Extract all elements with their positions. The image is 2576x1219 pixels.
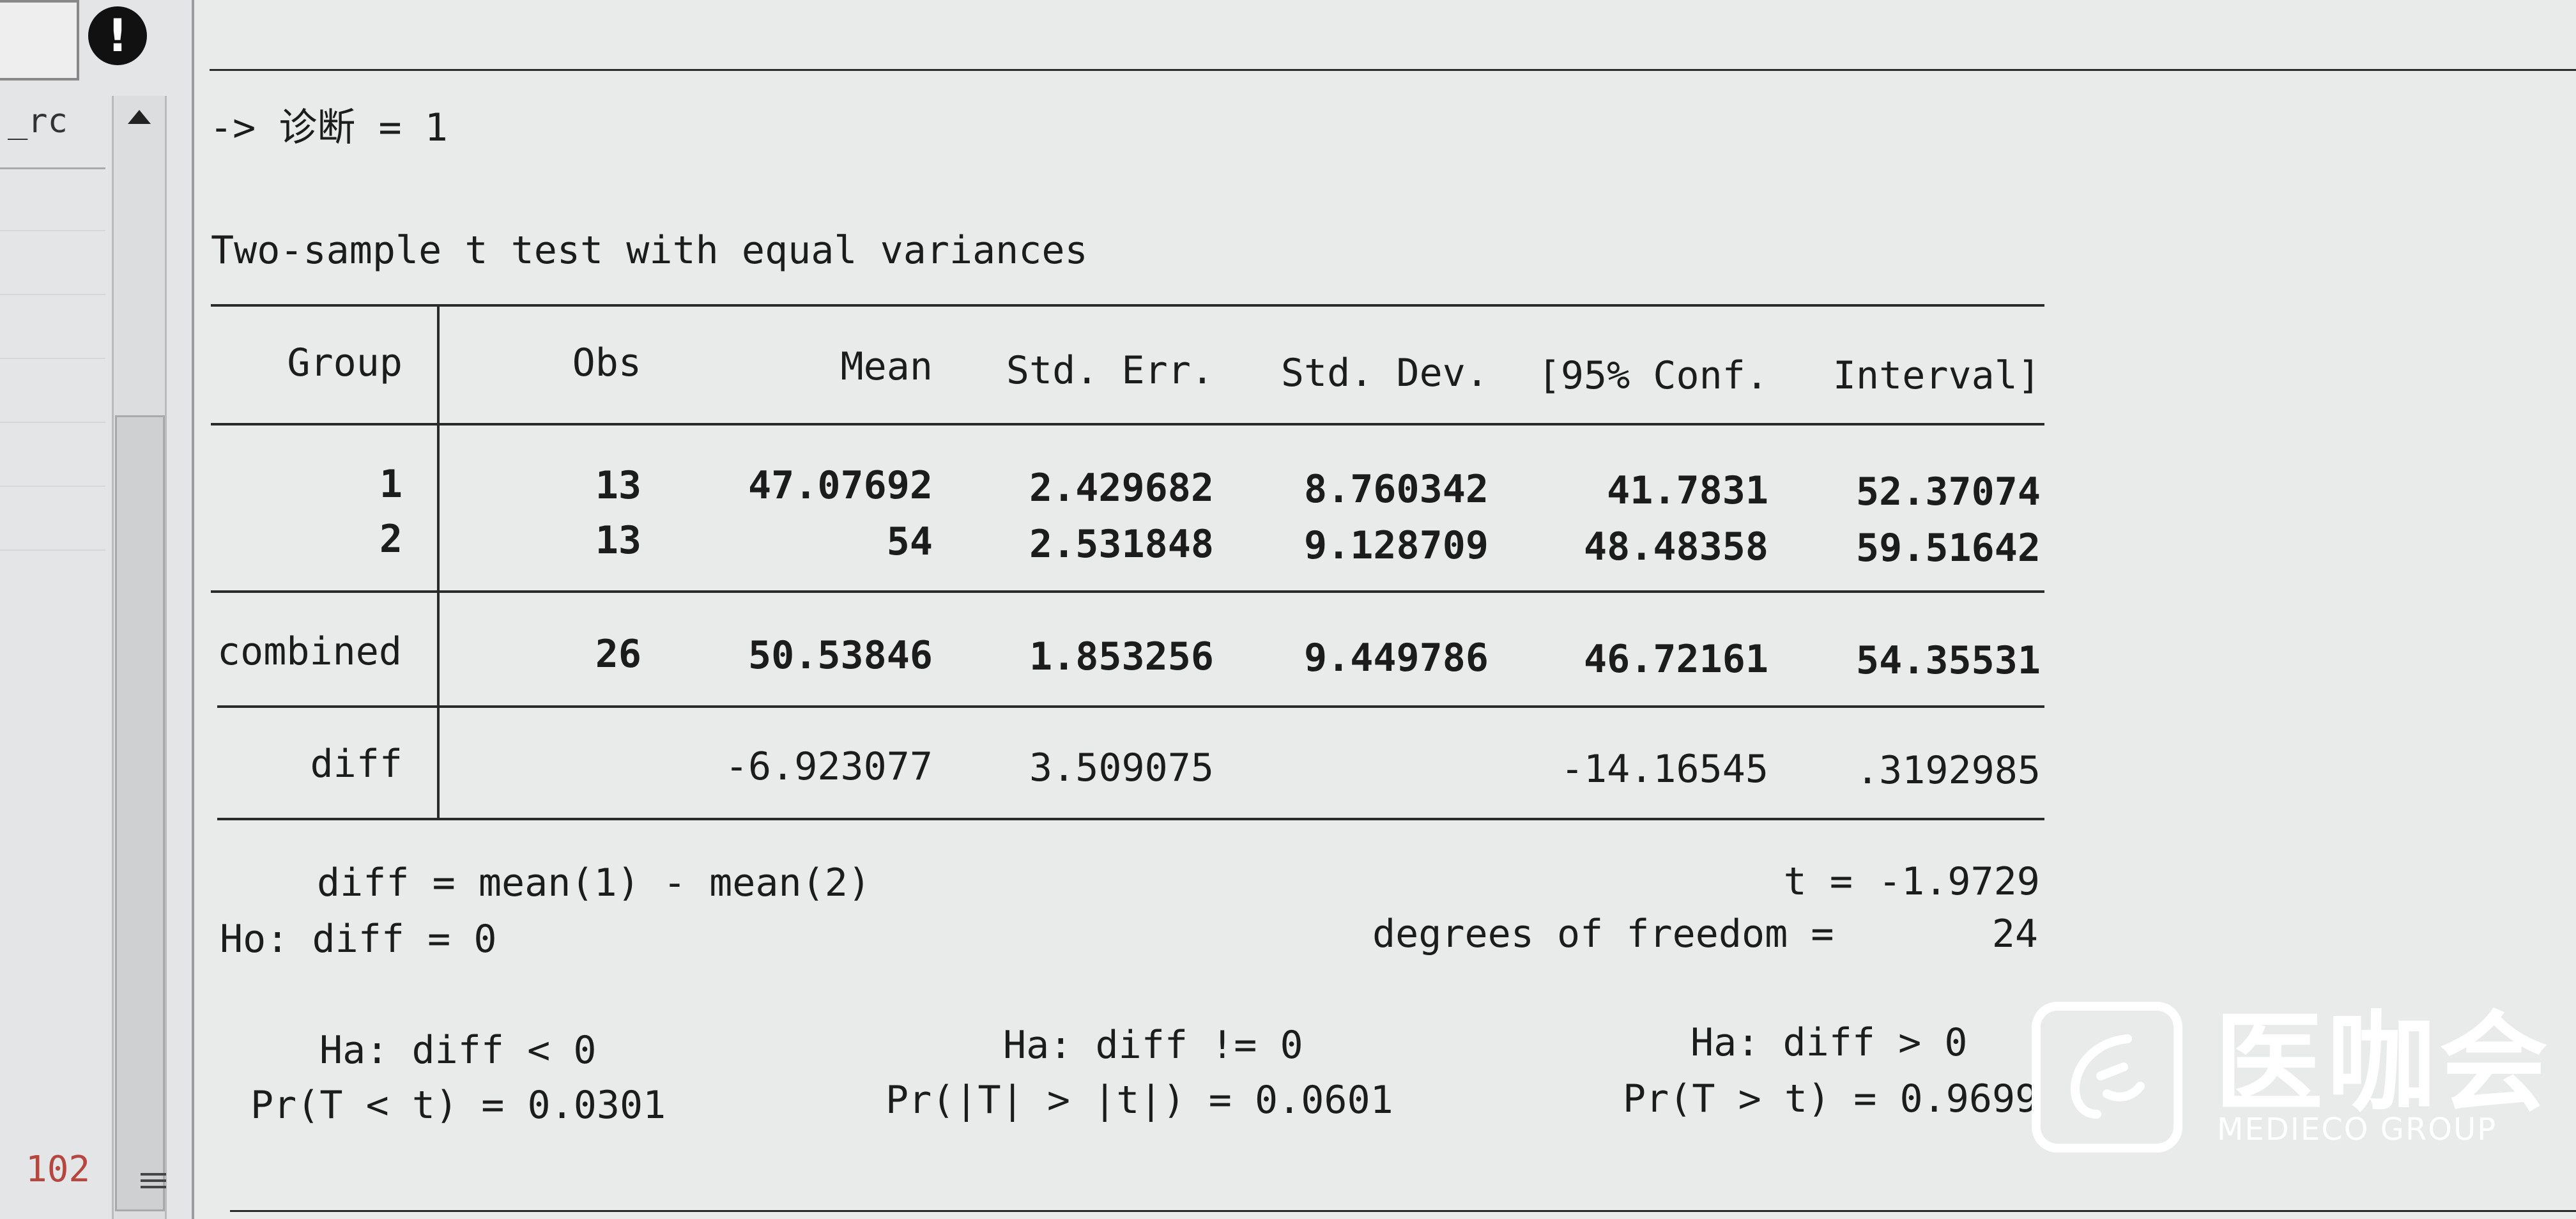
null-hypothesis: Ho: diff = 0 [220, 917, 497, 962]
group-column-divider [437, 304, 440, 820]
combined-mean: 50.53846 [748, 633, 933, 678]
variable-row-line [0, 230, 105, 231]
variable-row-line [0, 358, 105, 359]
bottom-separator [230, 1210, 2576, 1212]
diff-mean: -6.923077 [724, 744, 933, 789]
variable-divider [0, 167, 105, 169]
t-label: t = [1783, 859, 1853, 904]
combined-se: 1.853256 [1029, 634, 1214, 679]
row-2-se: 2.531848 [1029, 522, 1214, 567]
watermark-english-name: MEDIECO GROUP [2217, 1112, 2497, 1147]
diff-definition: diff = mean(1) - mean(2) [317, 861, 871, 905]
col-header-se: Std. Err. [1006, 348, 1214, 393]
ha-right: Ha: diff > 0 [1690, 1020, 1968, 1065]
table-bottom-rule [217, 818, 2044, 820]
header-rule [211, 423, 2044, 425]
p-two-sided: Pr(|T| > |t|) = 0.0601 [885, 1078, 1393, 1123]
row-2-mean: 54 [886, 519, 933, 564]
test-title: Two-sample t test with equal variances [211, 228, 1088, 273]
row-1-se: 2.429682 [1029, 466, 1214, 510]
row-2-obs: 13 [595, 518, 641, 563]
degrees-of-freedom-label: degrees of freedom = [1372, 912, 1834, 956]
combined-obs: 26 [595, 632, 641, 677]
combined-group: combined [217, 629, 402, 674]
t-statistic: -1.9729 [1878, 859, 2040, 904]
p-right: Pr(T > t) = 0.9699 [1623, 1077, 2039, 1121]
scrollbar-thumb[interactable] [115, 415, 165, 1211]
col-header-ci-high: Interval] [1832, 353, 2041, 398]
ha-two-sided: Ha: diff != 0 [1003, 1023, 1303, 1068]
row-1-obs: 13 [595, 463, 641, 508]
variables-filter-box[interactable] [0, 0, 79, 80]
row-2-ci-low: 48.48358 [1584, 525, 1768, 569]
by-group-header: -> 诊断 = 1 [210, 105, 448, 150]
combined-rule [217, 705, 2044, 708]
groups-rule [211, 590, 2044, 593]
command-line-number: 102 [26, 1149, 91, 1190]
watermark-chinese-name: 医咖会 [2214, 1000, 2552, 1127]
row-2-group: 2 [379, 517, 402, 562]
col-header-group: Group [287, 341, 402, 385]
scroll-up-arrow-icon[interactable] [128, 110, 151, 124]
results-window: -> 诊断 = 1 Two-sample t test with equal v… [192, 0, 2576, 1219]
combined-ci-high: 54.35531 [1856, 638, 2041, 683]
variables-pane: ! _rc 102 [0, 0, 194, 1219]
combined-sd: 9.449786 [1304, 636, 1489, 680]
col-header-sd: Std. Dev. [1280, 351, 1489, 395]
diff-ci-high: .3192985 [1856, 748, 2041, 793]
alert-icon[interactable]: ! [88, 6, 147, 65]
variable-row-line [0, 422, 105, 423]
variable-row-line [0, 486, 105, 487]
variable-row-line [0, 294, 105, 295]
variable-row-line [0, 549, 105, 551]
variable-item-label[interactable]: _rc [8, 102, 68, 141]
col-header-mean: Mean [840, 344, 933, 389]
ha-left: Ha: diff < 0 [319, 1028, 597, 1073]
table-top-rule [211, 304, 2044, 307]
diff-group: diff [310, 742, 403, 786]
menu-lines-icon[interactable] [141, 1169, 166, 1195]
col-header-ci-low: [95% Conf. [1537, 353, 1768, 398]
row-1-ci-low: 41.7831 [1607, 468, 1768, 513]
diff-se: 3.509075 [1029, 746, 1214, 790]
combined-ci-low: 46.72161 [1584, 637, 1768, 682]
diff-ci-low: -14.16545 [1560, 747, 1768, 792]
row-2-sd: 9.128709 [1304, 523, 1489, 568]
row-1-mean: 47.07692 [748, 463, 933, 508]
p-left: Pr(T < t) = 0.0301 [250, 1083, 666, 1128]
row-1-group: 1 [379, 462, 402, 507]
row-1-ci-high: 52.37074 [1856, 470, 2041, 514]
mediecoc-logo-icon [2032, 1002, 2182, 1153]
col-header-obs: Obs [572, 341, 641, 385]
row-2-ci-high: 59.51642 [1856, 526, 2041, 571]
top-separator [210, 69, 2576, 71]
row-1-sd: 8.760342 [1304, 467, 1489, 512]
degrees-of-freedom-value: 24 [1991, 912, 2038, 956]
